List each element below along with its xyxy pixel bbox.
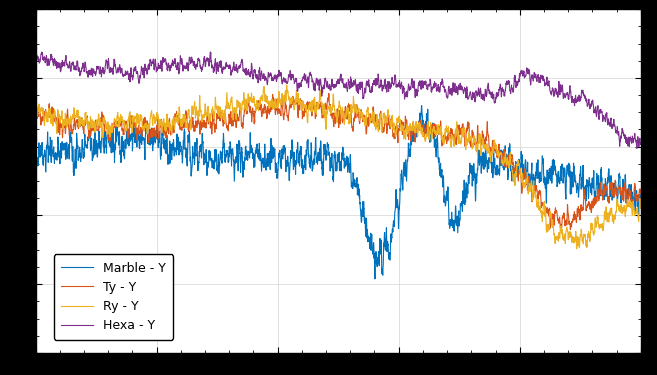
Marble - Y bbox=[137, 136, 145, 141]
Ry - Y bbox=[102, 120, 110, 125]
Line: Ty - Y: Ty - Y bbox=[37, 93, 641, 230]
Marble - Y bbox=[102, 135, 110, 140]
Ry - Y bbox=[33, 109, 41, 114]
Marble - Y bbox=[560, 165, 568, 170]
Ty - Y bbox=[33, 111, 41, 116]
Marble - Y bbox=[371, 277, 379, 281]
Hexa - Y bbox=[206, 50, 214, 54]
Ry - Y bbox=[283, 83, 290, 87]
Marble - Y bbox=[625, 189, 633, 194]
Hexa - Y bbox=[633, 146, 641, 151]
Marble - Y bbox=[33, 164, 41, 169]
Marble - Y bbox=[290, 164, 298, 169]
Ry - Y bbox=[625, 205, 633, 209]
Hexa - Y bbox=[625, 144, 633, 148]
Ry - Y bbox=[291, 101, 299, 105]
Hexa - Y bbox=[137, 64, 145, 69]
Line: Marble - Y: Marble - Y bbox=[37, 106, 641, 279]
Ty - Y bbox=[560, 213, 568, 218]
Marble - Y bbox=[637, 192, 645, 196]
Ry - Y bbox=[573, 246, 581, 251]
Ry - Y bbox=[265, 102, 273, 106]
Ty - Y bbox=[325, 91, 332, 96]
Ry - Y bbox=[637, 203, 645, 208]
Ry - Y bbox=[560, 238, 568, 243]
Ty - Y bbox=[637, 192, 645, 196]
Hexa - Y bbox=[637, 141, 645, 146]
Ty - Y bbox=[625, 186, 633, 190]
Hexa - Y bbox=[291, 80, 299, 84]
Marble - Y bbox=[418, 104, 426, 108]
Hexa - Y bbox=[102, 62, 110, 66]
Marble - Y bbox=[265, 151, 273, 156]
Ry - Y bbox=[137, 113, 145, 118]
Ty - Y bbox=[102, 119, 110, 123]
Hexa - Y bbox=[33, 54, 41, 58]
Hexa - Y bbox=[560, 91, 568, 96]
Ty - Y bbox=[566, 227, 574, 232]
Line: Hexa - Y: Hexa - Y bbox=[37, 52, 641, 148]
Hexa - Y bbox=[265, 71, 273, 76]
Ty - Y bbox=[290, 100, 298, 105]
Legend: Marble - Y, Ty - Y, Ry - Y, Hexa - Y: Marble - Y, Ty - Y, Ry - Y, Hexa - Y bbox=[54, 254, 173, 340]
Ty - Y bbox=[137, 132, 145, 136]
Line: Ry - Y: Ry - Y bbox=[37, 85, 641, 249]
Ty - Y bbox=[265, 110, 273, 114]
